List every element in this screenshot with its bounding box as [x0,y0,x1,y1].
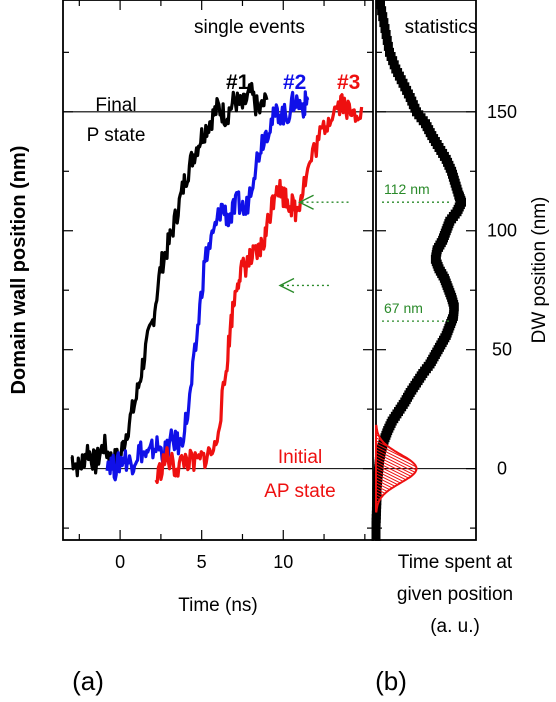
panel-b-reference-lines [376,111,476,470]
histogram-marker [383,41,393,51]
b-y-tick-label: 0 [497,459,507,479]
gaussian-curve [375,424,418,513]
annotation-initial-2: AP state [264,481,335,502]
arrow-head-2 [278,277,295,294]
panel-b-ylabel: DW position (nm) [529,197,550,344]
panel-b-ticks: 0 50 100 150 [376,51,517,529]
panel-a-frame [62,0,374,541]
panel-b-annotations: 112 nm 67 nm [382,181,452,322]
hatch-line [376,497,417,512]
b-y-tick-label: 150 [487,102,517,122]
series-line-1 [70,81,269,478]
histogram-marker [376,0,385,10]
hatch-line [376,476,417,512]
panel-a-xlabel: Time (ns) [178,595,258,616]
hatch-line [376,513,446,548]
hatch-line [376,449,417,486]
annotation-final-2: P state [87,125,146,146]
arrow-head-1 [298,194,314,210]
x-tick-label: 0 [115,552,125,572]
hatch-line [376,491,417,512]
hatch-line [376,506,417,512]
panel-b-xlabel-line1: Time spent at [398,552,513,573]
hatch-line [376,455,417,492]
panel-a-series [70,81,364,484]
panel-a-reference-lines [63,111,373,470]
hatch-line [376,503,417,512]
hatch-line [376,452,417,489]
panel-b-xlabel-line2: given position [397,584,513,605]
panel-a-ylabel: Domain wall position (nm) [8,146,30,395]
hatch-line [376,446,417,483]
panel-a-title: single events [194,17,305,38]
panel-b-label: (b) [375,666,407,696]
series-line-2 [105,90,310,482]
b-annotation-text-2: 67 nm [384,300,423,316]
histogram-marker [382,35,392,45]
series-line-3 [154,93,364,484]
hatch-line [376,500,417,512]
series-label-1: #1 [226,71,250,94]
histogram-marker [378,12,388,22]
annotation-final-1: Final [95,95,136,116]
panel-b-xlabel-line3: (a. u.) [430,616,480,637]
b-y-tick-label: 100 [487,221,517,241]
series-label-3: #3 [337,71,360,94]
panel-b-title: statistics [405,17,478,38]
hatch-line [376,516,446,551]
panel-a-label: (a) [72,666,104,696]
series-label-2: #2 [283,71,306,94]
histogram-marker [381,29,391,39]
b-y-tick-label: 50 [492,340,512,360]
x-tick-label: 10 [273,552,293,572]
hatch-line [376,482,417,512]
x-tick-label: 5 [197,552,207,572]
histogram-marker [380,24,390,34]
panel-b-frame [375,0,477,541]
hatch-line [376,494,417,512]
hatch-line [376,519,446,554]
histogram-marker [379,18,389,28]
panel-b-histogram [371,0,466,541]
histogram-marker [377,6,387,16]
histogram-marker [371,531,381,541]
hatch-line [376,488,417,512]
panel-a-arrows [278,194,349,294]
hatch-line [376,479,417,512]
b-annotation-text-1: 112 nm [384,181,430,197]
annotation-initial-1: Initial [278,447,322,468]
